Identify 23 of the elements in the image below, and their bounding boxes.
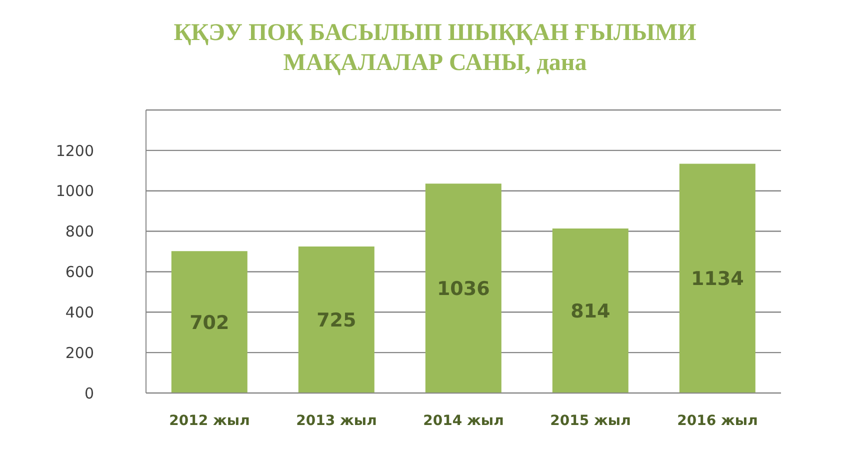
bar (171, 251, 248, 393)
y-tick-label: 1000 (56, 182, 94, 200)
y-tick-label: 200 (65, 344, 94, 362)
x-tick-label: 2013 жыл (296, 412, 377, 429)
data-label: 1134 (690, 268, 744, 290)
chart-title: ҚҚЭУ ПОҚ БАСЫЛЫП ШЫҚҚАН ҒЫЛЫМИ МАҚАЛАЛАР САНЫ, дана (172, 19, 698, 78)
data-label: 725 (316, 309, 356, 332)
bar (679, 164, 756, 393)
y-tick-label: 600 (65, 263, 94, 282)
bar (298, 246, 374, 393)
y-tick-label: 0 (84, 384, 94, 402)
bar (552, 228, 628, 393)
bar (425, 184, 502, 393)
data-label: 702 (190, 312, 230, 334)
x-tick-label: 2012 жыл (169, 412, 250, 429)
x-tick-label: 2015 жыл (550, 412, 631, 429)
x-tick-label: 2016 жыл (677, 412, 758, 429)
data-label: 1036 (436, 278, 490, 300)
y-tick-label: 400 (65, 303, 94, 322)
y-tick-label: 1200 (56, 142, 94, 160)
x-tick-label: 2014 жыл (423, 412, 504, 429)
data-label: 814 (570, 300, 610, 322)
y-tick-label: 800 (65, 222, 94, 241)
